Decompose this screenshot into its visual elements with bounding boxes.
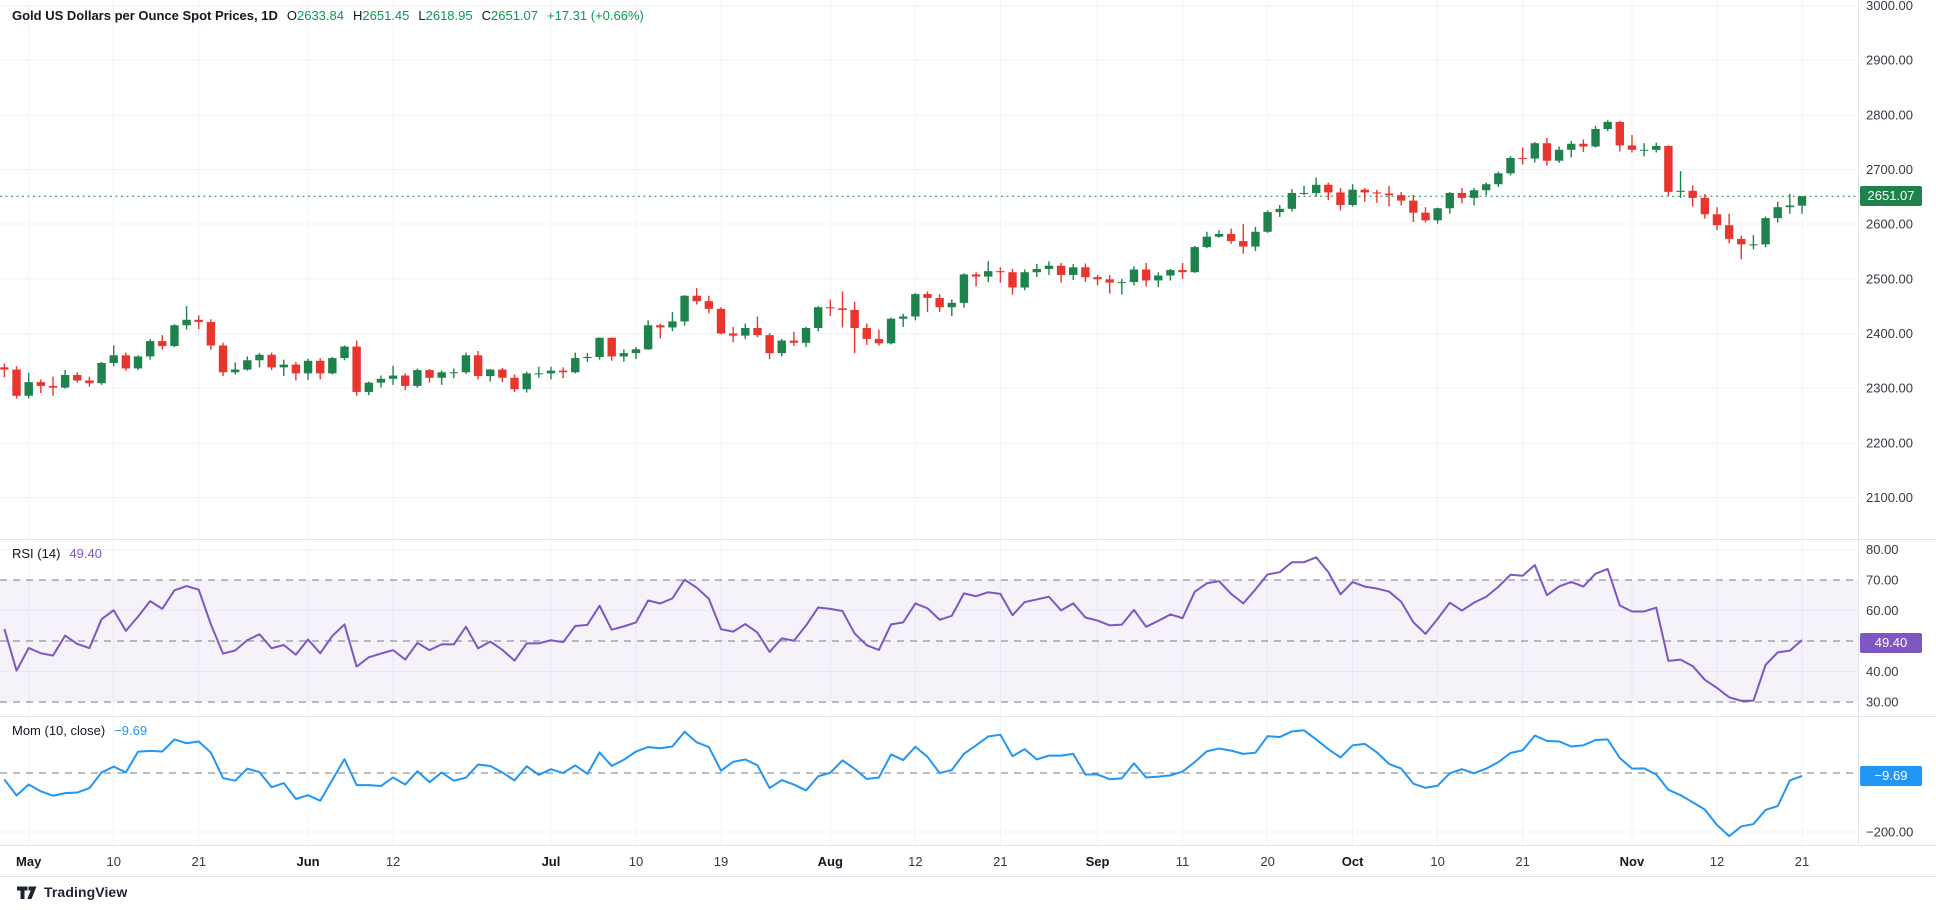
svg-text:2500.00: 2500.00 [1866,271,1913,286]
last-price-badge: 2651.07 [1860,186,1922,206]
rsi-value-badge: 49.40 [1860,633,1922,653]
symbol-legend[interactable]: Gold US Dollars per Ounce Spot Prices, 1… [12,8,644,23]
chart-area[interactable]: 3000.00 2900.00 2800.00 2700.00 2600.00 2500.… [0,0,1936,878]
svg-text:80.00: 80.00 [1866,542,1899,557]
svg-text:20: 20 [1260,854,1274,869]
tradingview-attribution[interactable]: TradingView [16,884,127,900]
svg-text:Sep: Sep [1086,854,1110,869]
svg-text:12: 12 [386,854,400,869]
svg-text:2100.00: 2100.00 [1866,490,1913,505]
momentum-value-badge: −9.69 [1860,766,1922,786]
svg-text:Jul: Jul [542,854,561,869]
ohlc-high: H2651.45 [352,8,410,23]
tradingview-brand-text: TradingView [44,884,128,900]
svg-text:Nov: Nov [1620,854,1645,869]
rsi-indicator-name[interactable]: RSI (14) [12,546,61,561]
time-axis[interactable] [0,846,1936,877]
svg-text:May: May [16,854,42,869]
svg-text:10: 10 [629,854,643,869]
rsi-line [3,556,1803,702]
svg-text:19: 19 [714,854,728,869]
symbol-title[interactable]: Gold US Dollars per Ounce Spot Prices, 1… [12,8,278,23]
tradingview-logo-icon [17,886,37,899]
svg-text:10: 10 [106,854,120,869]
price-axis[interactable] [1858,0,1936,845]
svg-text:21: 21 [192,854,206,869]
ohlc-close: C2651.07 [481,8,538,23]
svg-text:2200.00: 2200.00 [1866,435,1913,450]
svg-text:Aug: Aug [818,854,843,869]
chart-canvas[interactable]: 3000.00 2900.00 2800.00 2700.00 2600.00 2500.… [0,0,1936,878]
rsi-value: 49.40 [69,546,102,561]
svg-text:11: 11 [1176,854,1190,869]
ohlc-low: L2618.95 [418,8,473,23]
svg-text:2600.00: 2600.00 [1866,217,1913,232]
svg-text:10: 10 [1430,854,1444,869]
svg-text:−200.00: −200.00 [1866,825,1913,840]
svg-text:21: 21 [1515,854,1529,869]
momentum-legend[interactable]: Mom (10, close) −9.69 [12,723,147,738]
svg-text:Jun: Jun [296,854,319,869]
price-change: +17.31 (+0.66%) [547,8,644,23]
svg-text:Oct: Oct [1342,854,1364,869]
rsi-legend[interactable]: RSI (14) 49.40 [12,546,102,561]
ohlc-open: O2633.84 [286,8,344,23]
svg-text:21: 21 [993,854,1007,869]
svg-text:3000.00: 3000.00 [1866,0,1913,13]
svg-text:2400.00: 2400.00 [1866,326,1913,341]
svg-text:21: 21 [1795,854,1809,869]
svg-text:2900.00: 2900.00 [1866,53,1913,68]
svg-text:60.00: 60.00 [1866,603,1899,618]
svg-text:12: 12 [908,854,922,869]
svg-text:40.00: 40.00 [1866,664,1899,679]
svg-text:2300.00: 2300.00 [1866,381,1913,396]
svg-text:70.00: 70.00 [1866,572,1899,587]
svg-text:2700.00: 2700.00 [1866,162,1913,177]
svg-text:12: 12 [1710,854,1724,869]
momentum-indicator-name[interactable]: Mom (10, close) [12,723,106,738]
svg-text:2800.00: 2800.00 [1866,107,1913,122]
svg-text:30.00: 30.00 [1866,694,1899,709]
price-pane-candles [0,120,1807,399]
momentum-value: −9.69 [114,723,148,738]
momentum-line [3,729,1803,838]
